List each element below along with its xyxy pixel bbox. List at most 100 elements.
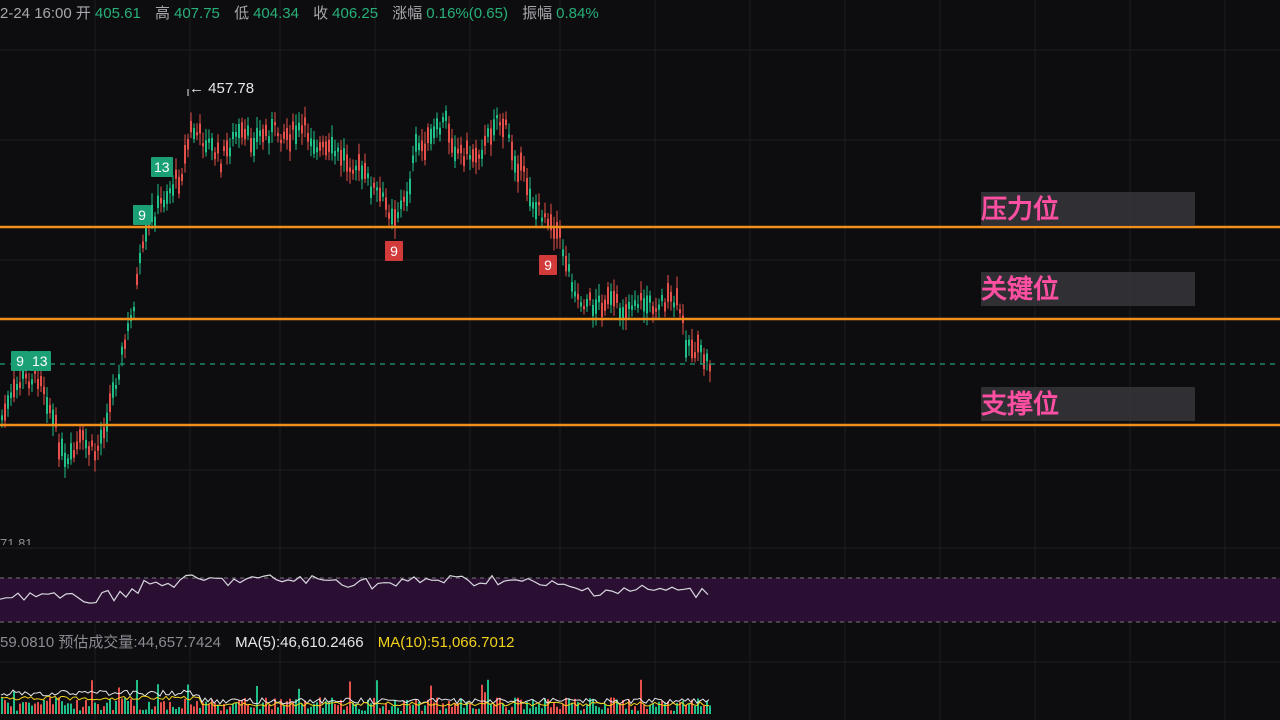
- candle-body: [655, 308, 657, 312]
- volume-ma10-text: MA(10):51,066.7012: [377, 634, 515, 651]
- candle-body: [307, 133, 309, 142]
- candle-body: [364, 162, 366, 179]
- candle-body: [292, 121, 294, 130]
- candle-body: [505, 119, 507, 126]
- candle-body: [514, 156, 516, 173]
- volume-bar: [202, 702, 204, 714]
- candle-body: [451, 138, 453, 153]
- candle-body: [19, 382, 21, 388]
- candle-body: [256, 127, 258, 142]
- candle-body: [181, 174, 183, 181]
- candle-body: [688, 339, 690, 346]
- candle-body: [445, 110, 447, 121]
- candle-body: [442, 116, 444, 123]
- candle-body: [541, 217, 543, 222]
- td-count-badge: 9: [133, 205, 151, 225]
- candle-body: [598, 295, 600, 303]
- candle-body: [79, 429, 81, 443]
- volume-bar: [436, 697, 438, 714]
- volume-bar: [367, 699, 369, 714]
- volume-bar: [298, 688, 300, 714]
- candle-body: [637, 304, 639, 308]
- candle-body: [361, 165, 363, 180]
- volume-bar: [397, 707, 399, 714]
- volume-bar: [586, 704, 588, 714]
- candle-body: [349, 167, 351, 172]
- key-level-label: 关键位: [981, 272, 1195, 306]
- volume-bar: [70, 703, 72, 714]
- volume-bar: [667, 701, 669, 714]
- volume-bar: [334, 704, 336, 714]
- volume-bar: [193, 706, 195, 714]
- candle-body: [430, 128, 432, 144]
- volume-bar: [406, 699, 408, 714]
- candle-body: [697, 334, 699, 353]
- candle-body: [286, 127, 288, 140]
- volume-bar: [10, 706, 12, 714]
- volume-bar: [226, 709, 228, 714]
- candle-body: [670, 291, 672, 302]
- volume-bar: [1, 697, 3, 714]
- candle-body: [325, 141, 327, 156]
- volume-bar: [22, 702, 24, 714]
- candle-body: [238, 124, 240, 139]
- volume-bar: [520, 699, 522, 714]
- candle-body: [37, 378, 39, 389]
- volume-bar: [16, 710, 18, 714]
- volume-bar: [235, 702, 237, 714]
- volume-bar: [409, 705, 411, 714]
- volume-bar: [208, 703, 210, 714]
- candle-body: [544, 213, 546, 218]
- volume-bar: [37, 702, 39, 714]
- volume-bar: [73, 708, 75, 714]
- volume-bar: [217, 704, 219, 714]
- candle-body: [196, 132, 198, 136]
- volume-bar: [445, 708, 447, 714]
- volume-bar: [127, 700, 129, 714]
- volume-bar: [274, 698, 276, 714]
- candle-body: [466, 140, 468, 155]
- candle-body: [532, 202, 534, 209]
- candle-body: [643, 298, 645, 312]
- candle-body: [229, 147, 231, 157]
- volume-bar: [166, 709, 168, 714]
- volume-bar: [157, 684, 159, 714]
- volume-bar: [562, 704, 564, 714]
- volume-bar: [49, 697, 51, 714]
- candle-body: [142, 241, 144, 249]
- candle-body: [538, 202, 540, 206]
- candle-body: [64, 452, 66, 467]
- candle-body: [43, 386, 45, 395]
- volume-bar: [328, 701, 330, 714]
- volume-bar: [661, 701, 663, 714]
- candle-body: [499, 122, 501, 126]
- candle-body: [673, 302, 675, 308]
- volume-bar: [469, 703, 471, 714]
- high-value: 407.75: [174, 5, 220, 22]
- volume-bar: [283, 705, 285, 714]
- volume-bar: [4, 700, 6, 714]
- candle-body: [253, 137, 255, 156]
- volume-bar: [76, 699, 78, 714]
- volume-bar: [184, 698, 186, 714]
- candle-body: [334, 150, 336, 157]
- candle-body: [562, 249, 564, 257]
- candle-body: [160, 197, 162, 204]
- candle-body: [640, 292, 642, 301]
- candle-body: [94, 451, 96, 461]
- volume-bar: [52, 704, 54, 714]
- volume-bar: [289, 698, 291, 714]
- volume-bar: [466, 701, 468, 714]
- volume-bar: [595, 706, 597, 714]
- candle-body: [388, 212, 390, 219]
- volume-bar: [34, 703, 36, 714]
- volume-bar: [130, 698, 132, 714]
- volume-bar: [388, 710, 390, 714]
- volume-bar: [373, 697, 375, 714]
- candle-body: [439, 127, 441, 135]
- volume-bar: [583, 708, 585, 714]
- candle-body: [526, 177, 528, 196]
- volume-bar: [304, 700, 306, 714]
- candle-body: [157, 195, 159, 208]
